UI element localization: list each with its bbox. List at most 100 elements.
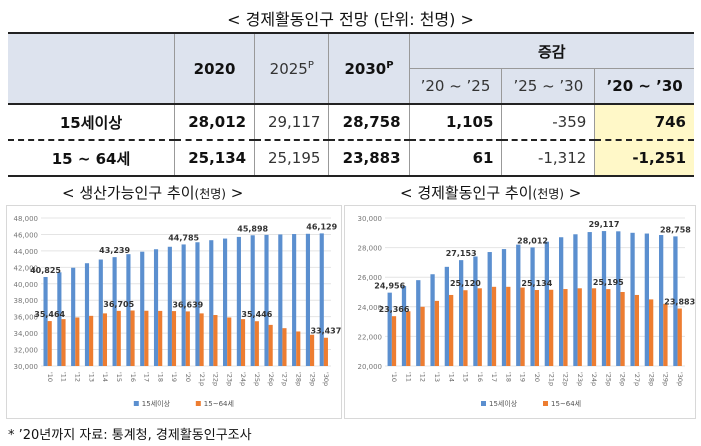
bar-age15to64 (130, 310, 135, 366)
bar-age15plus (223, 238, 228, 366)
y-tick-label: 48,000 (14, 215, 39, 223)
bar-age15plus (559, 237, 564, 366)
bar-age15to64 (620, 292, 625, 366)
y-tick-label: 42,000 (14, 264, 39, 272)
cell-2030: 23,883 (328, 139, 410, 177)
bar-age15plus (587, 232, 592, 366)
bar-age15to64 (463, 290, 468, 366)
bar-age15plus (292, 234, 297, 366)
bar-age15plus (530, 247, 535, 366)
source-note: * ’20년까지 자료: 통계청, 경제활동인구조사 (8, 428, 252, 443)
legend-label: 15~64세 (204, 399, 234, 408)
bar-age15plus (209, 240, 214, 366)
cell-2030: 28,758 (328, 103, 410, 140)
bar-age15to64 (213, 315, 218, 366)
working-age-population-chart: 30,000 32,000 34,000 36,000 38,000 40,000 42,0… (14, 215, 342, 408)
bar-age15plus (601, 231, 607, 366)
x-tick-label: '21p (198, 372, 206, 386)
x-tick-label: '13 (433, 372, 441, 382)
bar-age15plus (43, 276, 48, 366)
bar-age15to64 (649, 299, 654, 366)
bar-age15plus (126, 254, 131, 366)
bar-age15to64 (563, 289, 568, 366)
bar-age15plus (430, 274, 435, 366)
header-change-25-30: ’25 ~ ’30 (501, 68, 596, 104)
cell-change-25-30: -359 (501, 103, 596, 140)
y-tick-label: 24,000 (358, 304, 383, 312)
bar-age15plus (401, 286, 407, 366)
bar-age15to64 (296, 331, 301, 366)
y-tick-label: 40,000 (14, 281, 39, 289)
data-label: 29,117 (589, 220, 620, 229)
x-tick-label: '27p (633, 372, 641, 386)
x-tick-label: '17 (490, 372, 498, 382)
legend-swatch (543, 401, 548, 406)
bar-age15plus (416, 280, 421, 366)
bar-age15to64 (663, 303, 668, 366)
y-tick-label: 38,000 (14, 297, 39, 305)
table-title: < 경제활동인구 전망 (단위: 천명) > (227, 10, 474, 29)
x-tick-label: '24p (239, 372, 247, 386)
data-label: 33,437 (310, 327, 341, 336)
data-label: 27,153 (446, 249, 477, 258)
bar-age15plus (487, 252, 492, 366)
x-tick-label: '28p (294, 372, 302, 386)
bar-age15plus (195, 242, 200, 366)
x-tick-label: '30p (676, 372, 684, 386)
x-tick-label: '16 (129, 372, 137, 382)
bar-age15plus (112, 257, 117, 366)
data-label: 36,639 (172, 300, 203, 309)
bar-age15plus (444, 266, 449, 366)
bar-age15to64 (199, 313, 204, 366)
x-tick-label: '25p (253, 372, 261, 386)
bar-age15to64 (677, 308, 682, 366)
bar-age15to64 (240, 319, 246, 366)
bar-age15to64 (549, 289, 554, 366)
header-2030: 2030P (328, 32, 410, 104)
economically-active-population-chart: 20,000 22,000 24,000 26,000 28,000 30,000 '10 '… (358, 215, 696, 408)
y-tick-label: 20,000 (358, 363, 383, 371)
x-tick-label: '26p (267, 372, 275, 386)
x-tick-label: '20 (533, 372, 541, 382)
y-tick-label: 32,000 (14, 347, 39, 355)
bar-age15plus (153, 249, 159, 366)
data-label: 28,758 (660, 225, 691, 234)
bar-age15to64 (227, 317, 232, 366)
data-label: 40,825 (30, 266, 61, 275)
cell-2020: 28,012 (174, 103, 256, 140)
bar-age15to64 (449, 294, 454, 366)
bar-age15plus (71, 267, 76, 366)
x-tick-label: '21p (547, 372, 555, 386)
bar-age15to64 (116, 310, 121, 366)
x-tick-label: '10 (390, 372, 398, 382)
bar-age15to64 (144, 310, 149, 366)
bar-age15plus (278, 234, 283, 366)
x-tick-label: '12 (419, 372, 427, 382)
bar-age15to64 (102, 313, 108, 366)
cell-change-20-30: -1,251 (594, 139, 694, 177)
bar-age15plus (616, 231, 621, 366)
x-tick-label: '29p (308, 372, 316, 386)
bar-age15plus (98, 259, 103, 366)
x-tick-label: '14 (447, 372, 455, 382)
bar-age15plus (264, 234, 269, 366)
bar-age15plus (644, 233, 649, 366)
x-tick-label: '27p (281, 372, 289, 386)
right-chart-panel: 20,000 22,000 24,000 26,000 28,000 30,000 '10 '… (344, 205, 696, 419)
legend-label: 15~64세 (551, 399, 581, 408)
header-change-20-30: ’20 ~ ’30 (594, 68, 694, 104)
cell-2020: 25,134 (174, 139, 256, 177)
data-label: 36,705 (103, 300, 134, 309)
bar-age15plus (305, 233, 311, 366)
bar-age15to64 (61, 319, 66, 366)
bar-age15plus (167, 246, 172, 366)
corner-cell (8, 32, 175, 104)
x-tick-label: '13 (87, 372, 95, 382)
bar-age15to64 (434, 300, 439, 366)
y-tick-label: 28,000 (358, 245, 383, 253)
x-tick-label: '24p (590, 372, 598, 386)
header-change: 증감 (409, 32, 694, 69)
legend-label: 15세이상 (142, 399, 171, 408)
cell-change-20-25: 61 (409, 139, 503, 177)
y-tick-label: 30,000 (358, 215, 383, 223)
